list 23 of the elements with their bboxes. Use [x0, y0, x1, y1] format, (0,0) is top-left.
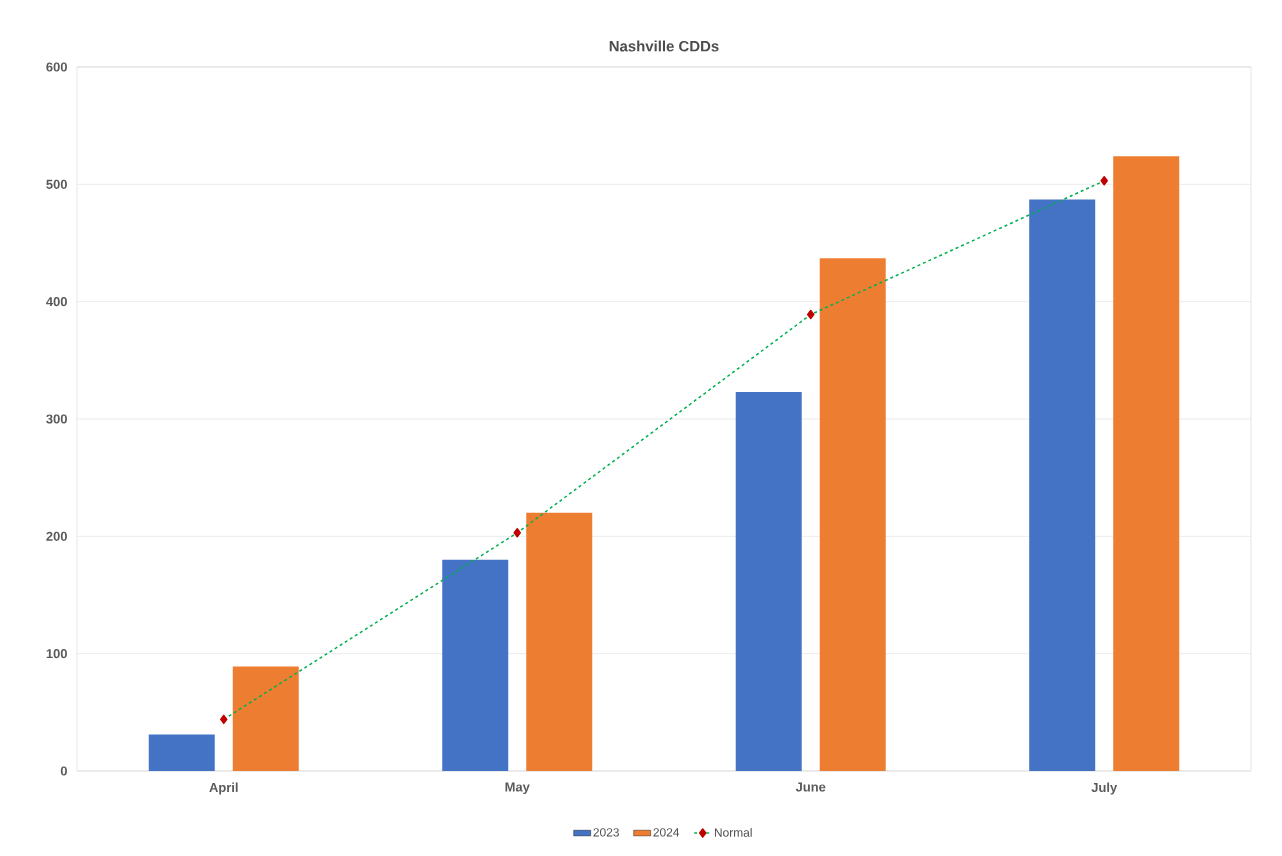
- bar: [232, 666, 299, 771]
- bar: [735, 392, 802, 771]
- bar: [1113, 156, 1180, 771]
- y-tick-label: 500: [46, 179, 67, 189]
- y-tick-label: 400: [46, 297, 67, 307]
- y-tick-label: 600: [46, 62, 67, 72]
- y-tick-label: 300: [46, 414, 67, 424]
- x-tick-label: June: [795, 782, 826, 792]
- x-tick-label: April: [209, 782, 238, 795]
- legend-label: Normal: [714, 827, 752, 837]
- x-tick-label: May: [505, 782, 530, 795]
- bar: [148, 734, 215, 771]
- y-tick-label: 200: [46, 531, 67, 541]
- legend-label: 2023: [593, 828, 619, 837]
- chart-title: Nashville CDDs: [609, 40, 719, 52]
- legend-label: 2024: [653, 828, 680, 837]
- bar: [442, 559, 509, 771]
- x-tick-label: July: [1091, 782, 1118, 795]
- y-tick-label: 0: [60, 766, 67, 776]
- bar: [819, 258, 886, 771]
- bar: [526, 512, 593, 771]
- y-tick-label: 100: [46, 649, 67, 659]
- bar: [1029, 199, 1096, 771]
